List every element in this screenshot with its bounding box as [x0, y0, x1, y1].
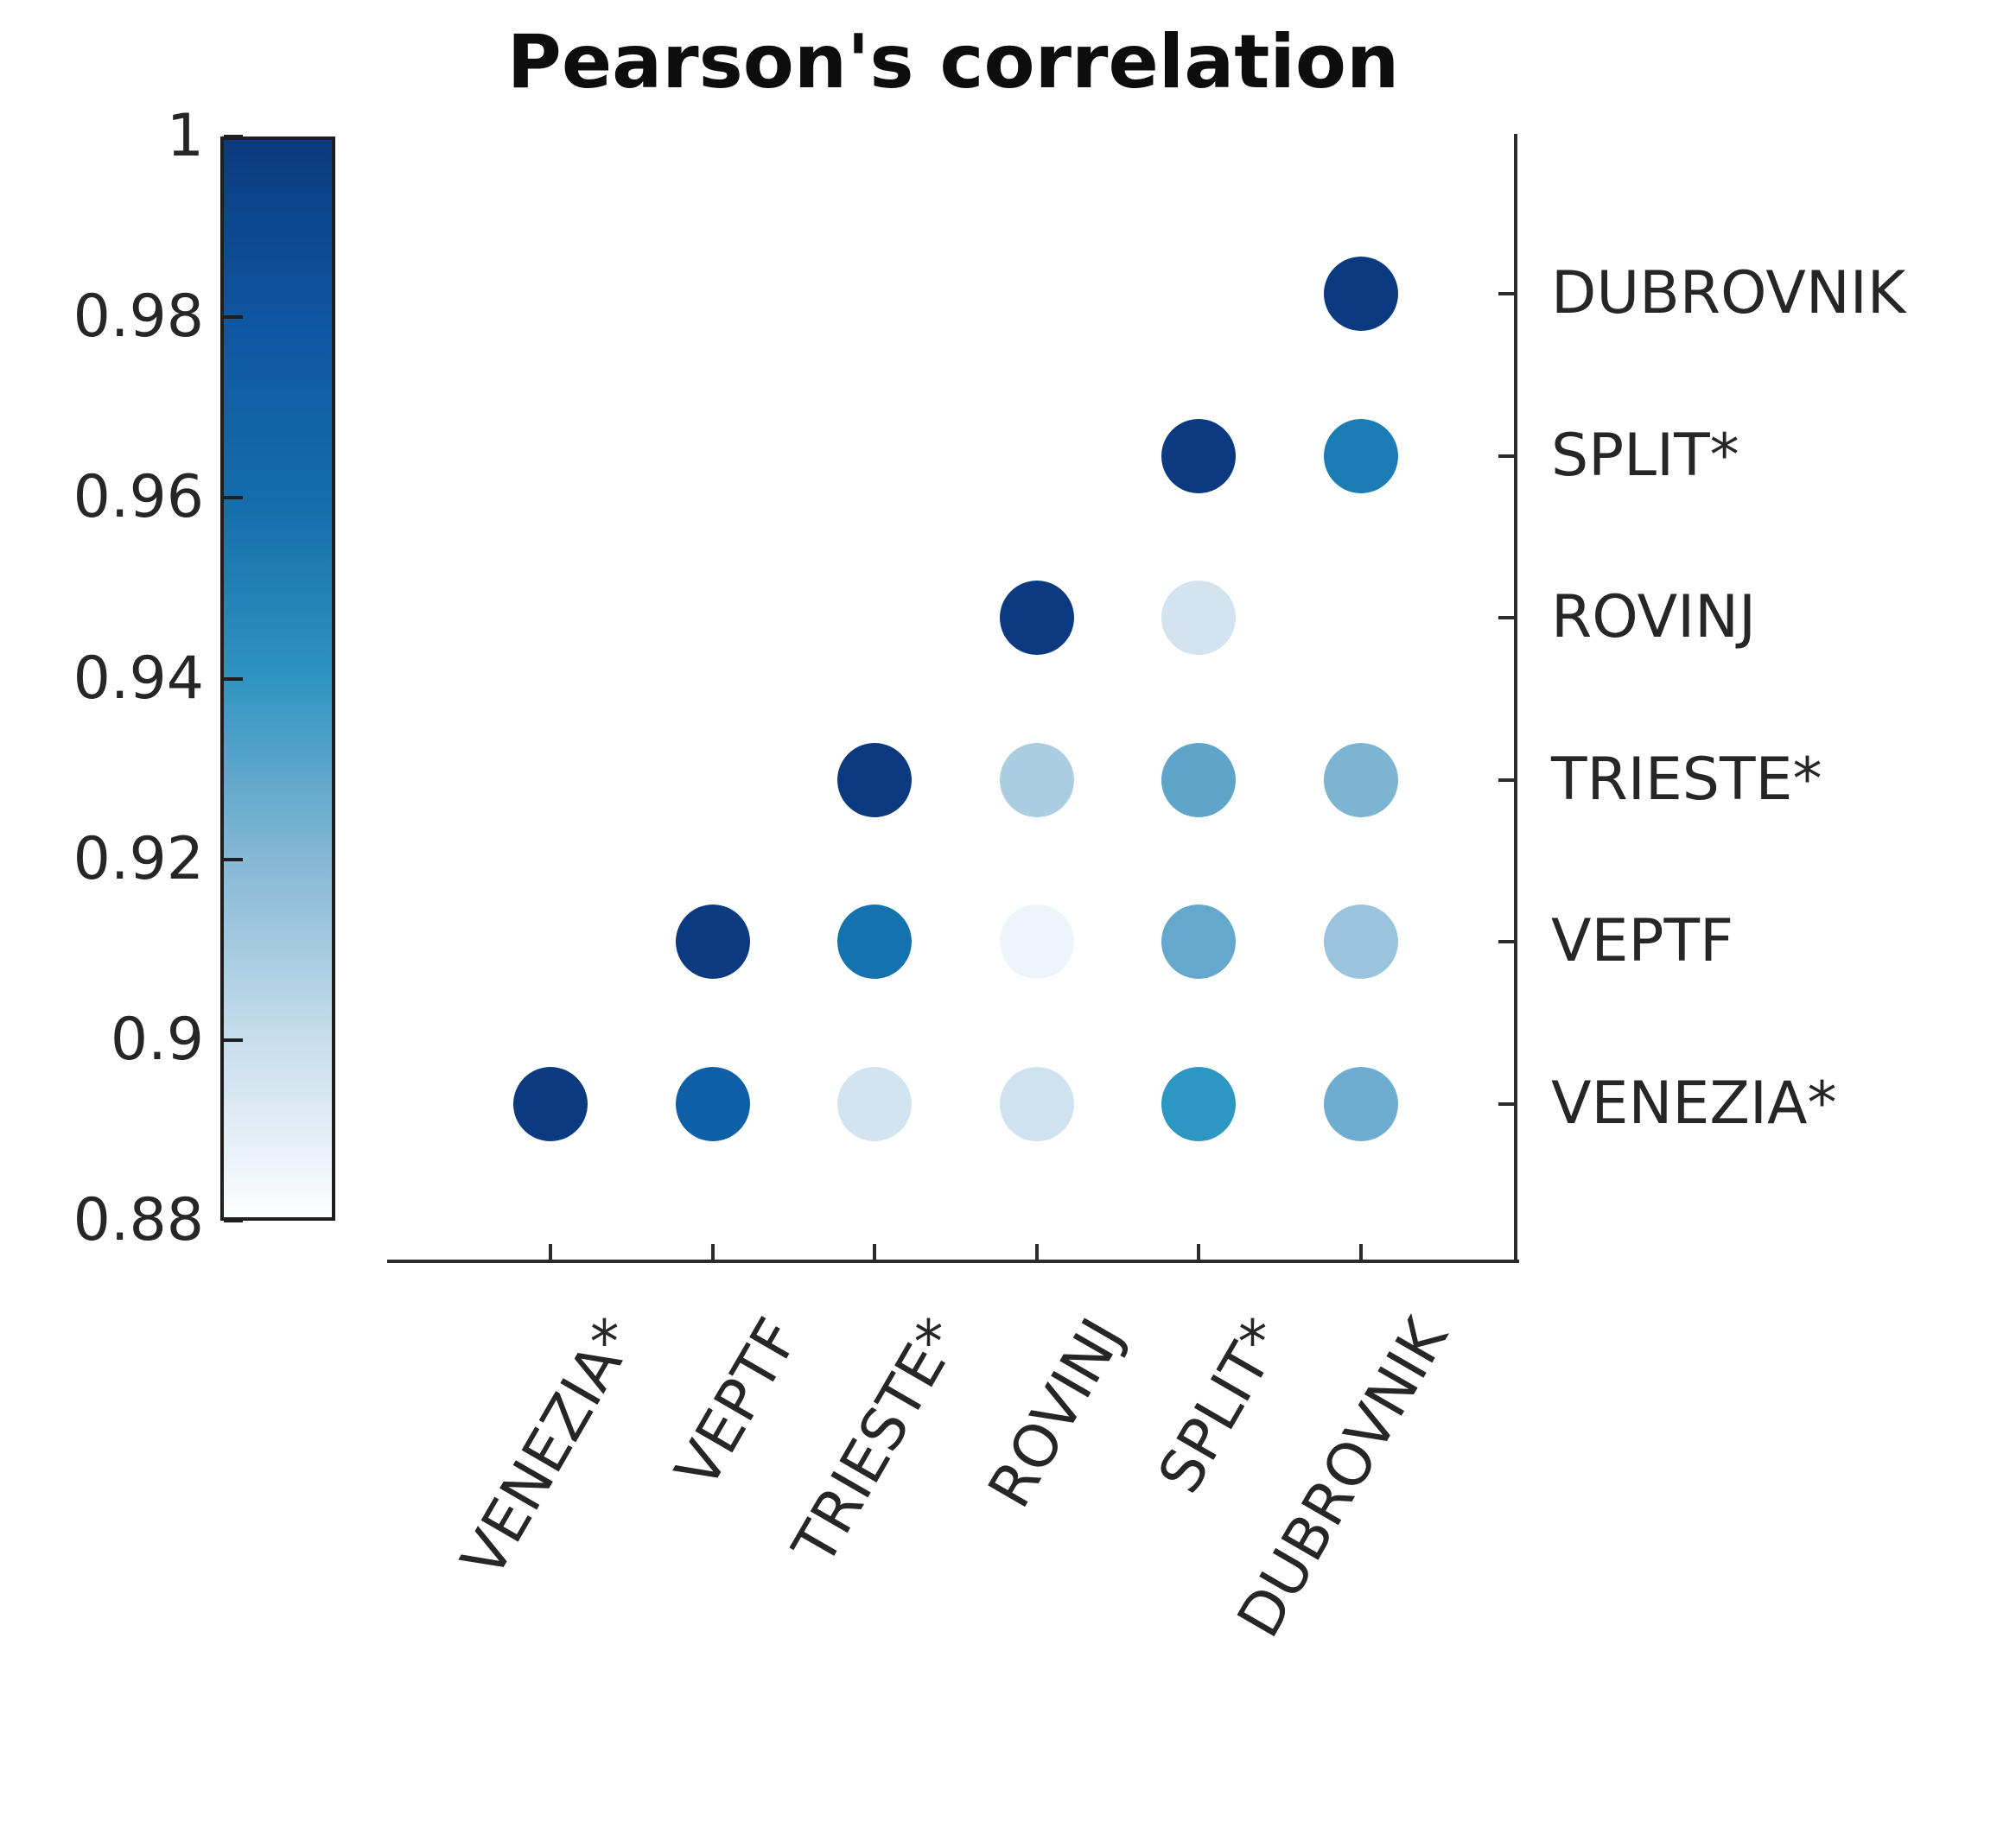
y-axis-tick	[1498, 778, 1514, 782]
correlation-dot	[1161, 581, 1236, 655]
colorbar-tick-label: 0.88	[73, 1186, 204, 1254]
correlation-dot	[837, 905, 912, 979]
correlation-dot	[837, 742, 912, 817]
correlation-dot	[999, 1066, 1074, 1141]
colorbar-tick	[224, 496, 243, 500]
x-axis-tick	[710, 1244, 715, 1260]
y-axis-label: SPLIT*	[1551, 421, 1739, 490]
y-axis-label: DUBROVNIK	[1551, 259, 1906, 327]
correlation-dot	[1161, 742, 1236, 817]
correlation-dot	[999, 581, 1074, 655]
colorbar-tick-label: 0.9	[110, 1005, 204, 1074]
colorbar-tick	[224, 315, 243, 320]
y-axis-label: TRIESTE*	[1551, 745, 1822, 814]
correlation-dot	[675, 905, 750, 979]
correlation-dot	[1161, 1066, 1236, 1141]
correlation-dot	[1161, 905, 1236, 979]
colorbar-tick	[224, 135, 243, 138]
y-axis-line	[1514, 134, 1517, 1263]
colorbar-tick-label: 0.96	[73, 463, 204, 532]
colorbar-tick	[224, 857, 243, 861]
y-axis-tick	[1498, 292, 1514, 295]
y-axis-label: VEPTF	[1551, 907, 1734, 975]
correlation-dot	[837, 1066, 912, 1141]
correlation-dot	[1323, 418, 1398, 493]
x-axis-tick	[549, 1244, 552, 1260]
x-axis-tick	[1358, 1244, 1363, 1260]
correlation-dot	[999, 742, 1074, 817]
y-axis-tick	[1498, 616, 1514, 619]
colorbar-tick	[224, 676, 243, 681]
x-axis-tick	[1197, 1244, 1200, 1260]
correlation-dot	[675, 1066, 750, 1141]
x-axis-tick	[873, 1244, 876, 1260]
correlation-dot	[1323, 1066, 1398, 1141]
x-axis-line	[387, 1260, 1519, 1263]
y-axis-tick	[1498, 940, 1514, 943]
colorbar-tick-label: 0.98	[73, 283, 204, 352]
y-axis-tick	[1498, 1101, 1514, 1106]
colorbar-tick-label: 0.92	[73, 824, 204, 893]
correlation-dot	[1323, 905, 1398, 979]
y-axis-tick	[1498, 454, 1514, 458]
y-axis-label: ROVINJ	[1551, 583, 1757, 651]
chart-title: Pearson's correlation	[506, 19, 1400, 105]
correlation-figure: Pearson's correlation 1 0.98 0.96 0.94 0.92 0…	[73, 19, 1906, 1649]
y-axis-label: VENEZIA*	[1551, 1069, 1837, 1138]
correlation-dot	[1323, 742, 1398, 817]
colorbar-tick	[224, 1219, 243, 1222]
colorbar-tick	[224, 1038, 243, 1042]
colorbar-tick-label: 0.94	[73, 644, 204, 713]
colorbar-tick-label: 1	[166, 102, 204, 170]
x-axis-tick	[1034, 1244, 1039, 1260]
correlation-dot	[999, 905, 1074, 979]
correlation-dot	[1161, 418, 1236, 493]
correlation-dot	[513, 1066, 588, 1141]
correlation-dot	[1323, 257, 1398, 331]
